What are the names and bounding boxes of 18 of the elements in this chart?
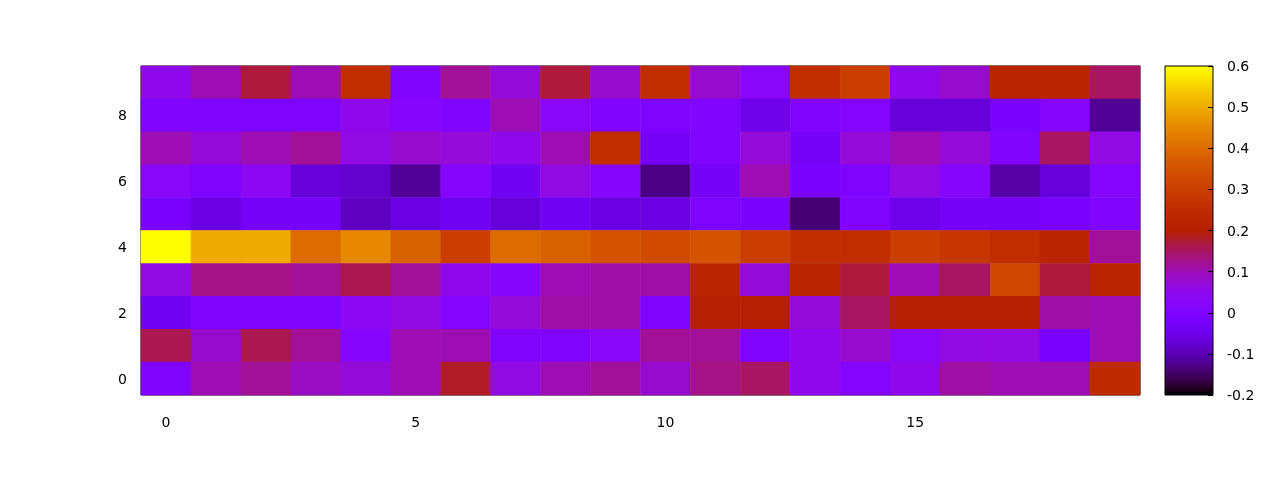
x-tick-label: 5 [411,414,421,430]
y-tick-label: 6 [118,173,128,190]
color-bar-label: 0.5 [1227,99,1250,116]
color-bar-label: 0 [1227,304,1236,321]
y-tick-label: 0 [118,370,127,387]
color-bar-label: -0.1 [1227,345,1255,362]
color-bar-label: 0.6 [1227,58,1250,74]
x-tick-label: 15 [906,414,925,430]
y-tick-label: 4 [118,238,128,255]
y-tick-label: 2 [118,304,127,321]
color-bar-label: -0.2 [1227,387,1255,403]
color-bar-label: 0.3 [1227,181,1250,198]
x-tick-label: 10 [656,414,675,430]
color-bar-label: 0.2 [1227,222,1250,239]
x-tick-label: 0 [161,414,171,430]
y-tick-label: 8 [118,107,127,124]
color-bar-label: 0.1 [1227,263,1250,280]
color-bar-label: 0.4 [1227,140,1250,157]
